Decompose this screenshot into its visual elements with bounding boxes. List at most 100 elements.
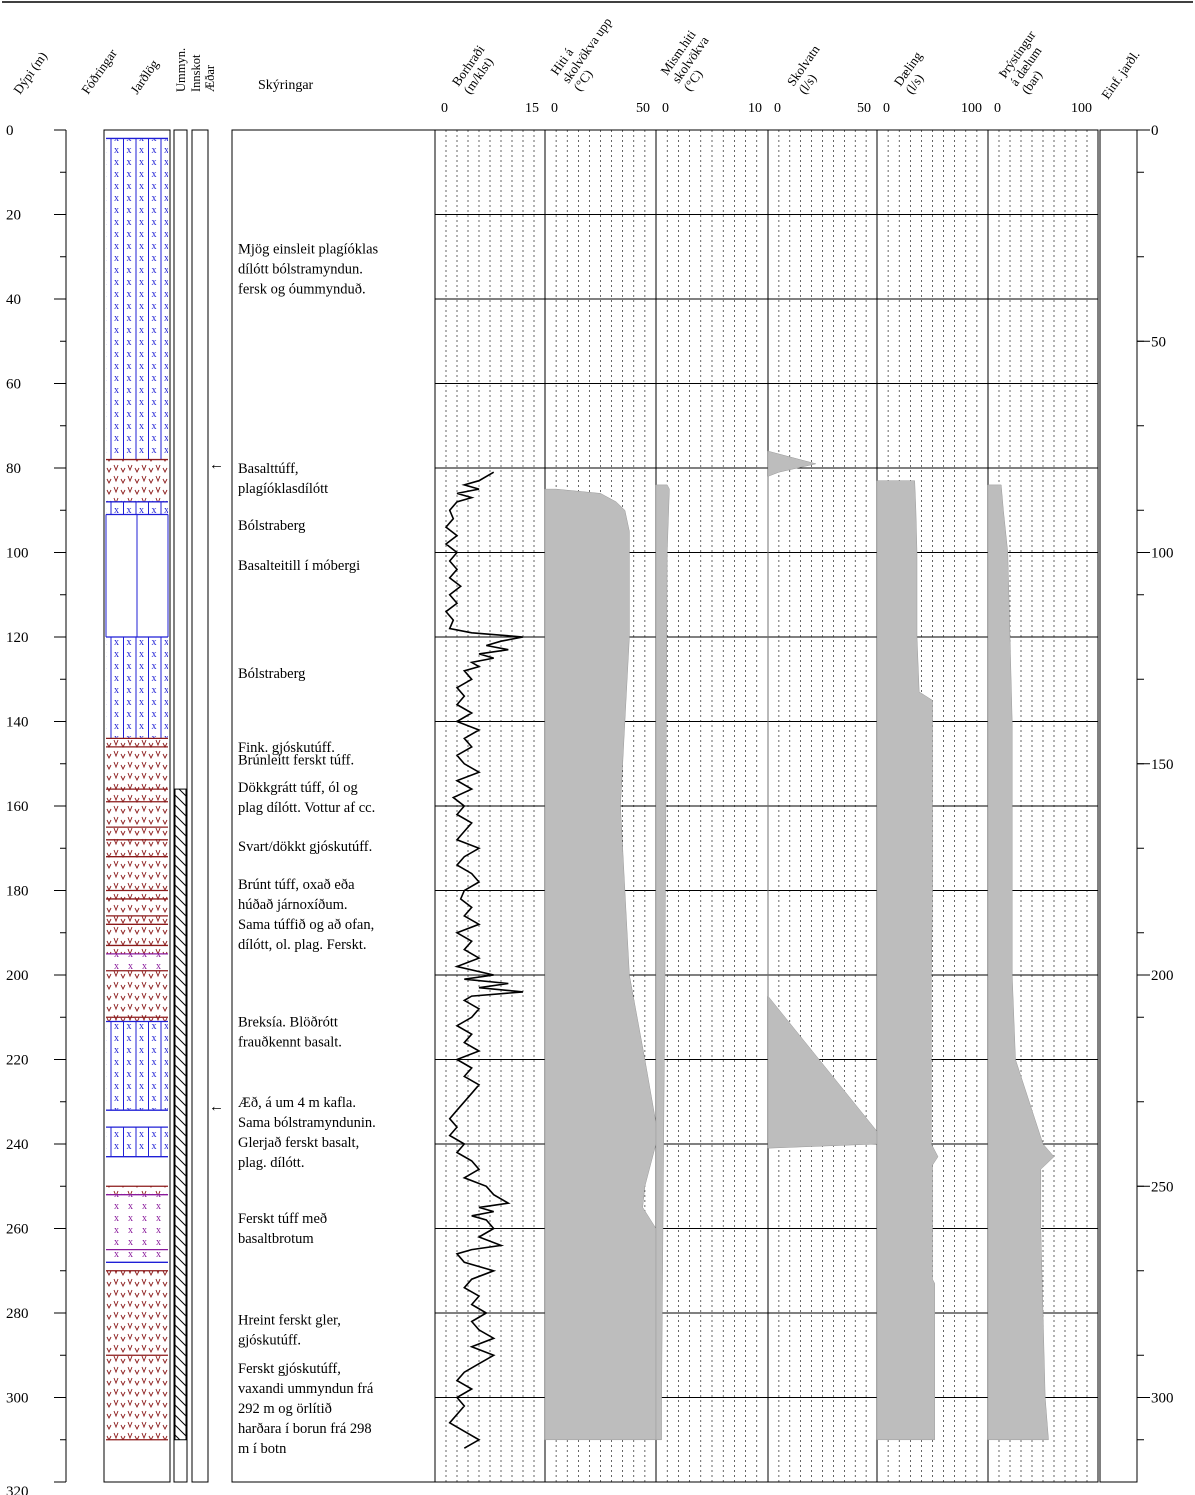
simpl-tick-label: 150 [1151,757,1174,773]
simpl-tick-label: 200 [1151,968,1174,984]
temp-diff-area [655,484,670,1441]
header-casing: Fóðringar [78,46,120,97]
depth-tick-label: 140 [6,715,29,731]
description-line: Dökkgrátt túff, ól og [238,780,358,796]
lithology-layer-tuff [106,801,168,828]
header-depth: Dýpi (m) [10,49,50,97]
header-vertical-text: Ummyn. [174,48,188,92]
header-depth-text: Dýpi (m) [10,49,50,97]
pressure-area [987,484,1055,1441]
geology-column [103,129,171,1483]
lithology-layer-tuff [106,970,168,1018]
vein-arrow: ← [209,457,224,473]
simpl-tick-label: 0 [1151,123,1159,139]
description-line: vaxandi ummyndun frá [238,1381,374,1397]
flush-area [767,450,878,1149]
lithology-layer-basalt [106,1021,168,1111]
description-line: Basalttúff, [238,461,299,477]
depth-tick-label: 180 [6,884,29,900]
pressure-scale-min: 0 [994,101,1001,116]
pump-area [876,480,939,1441]
lithology-layer-glass [106,953,168,971]
simpl-tick-label: 100 [1151,546,1174,562]
description-line: m í botn [238,1441,287,1457]
description-line: plag dílótt. Vottur af cc. [238,800,375,816]
header-drill-rate: Borhraði(m/klst) [449,42,496,97]
lithology-layer-tuff [106,746,168,790]
header-pump: Dæling(l/s) [891,48,927,96]
lithology-layer-basalt [106,501,168,515]
description-line: Fink. gjóskutúff. [238,740,335,756]
lithology-layer-tuff [106,827,168,840]
description-line: basaltbrotum [238,1231,314,1247]
depth-tick-label: 160 [6,799,29,815]
depth-tick-label: 120 [6,630,29,646]
veins-column [191,129,209,1483]
drill-rate-line [444,471,524,1449]
description-line: 292 m og örlítið [238,1401,332,1417]
header-description: Skýringar [258,78,314,93]
description-line: Basalteitill í móbergi [238,558,360,574]
description-line: Glerjað ferskt basalt, [238,1135,359,1151]
description-line: Sama bólstramyndunin. [238,1115,376,1131]
simpl-tick-label: 300 [1151,1391,1174,1407]
depth-tick-label: 0 [6,123,14,139]
description-line: Brúnleitt ferskt túff. [238,753,354,769]
lithology-layer-glass [106,1194,168,1250]
lithology-layer-basalt [106,637,168,739]
lithology-layer-tuff [106,1017,168,1022]
description-line: Breksía. Blöðrótt [238,1014,338,1030]
temp-up-scale-min: 0 [551,101,558,116]
header-vertical-text: Æðar [203,64,217,92]
description-line: fersk og óummynduð. [238,281,366,297]
description-line: Hreint ferskt gler, [238,1312,341,1328]
description-line: Sama túffið og að ofan, [238,917,374,933]
drill-rate-scale-min: 0 [441,101,448,116]
header-simplified-text: Einf. jarðl. [1098,47,1142,101]
depth-tick-label: 20 [6,208,21,224]
description-line: Mjög einsleit plagíóklas [238,241,379,257]
depth-tick-label: 40 [6,292,21,308]
lithology-layer-basalt [106,138,168,460]
description-line: Ferskt gjóskutúff, [238,1361,341,1377]
lithology-layer-tuff [106,1355,168,1440]
header-geology: Jarðlög [127,56,162,96]
temp-up-scale-max: 50 [636,101,650,116]
pressure-scale-max: 100 [1071,101,1092,116]
description-line: Æð, á um 4 m kafla. [238,1095,356,1111]
flush-scale-max: 50 [857,101,871,116]
alteration-column [173,129,188,1483]
temp-diff-scale-max: 10 [748,101,762,116]
lithology-layer-basalt [106,1127,168,1157]
lithology-layer-tuff [106,890,168,899]
description-line: harðara í borun frá 298 [238,1421,372,1437]
description-line: Bólstraberg [238,518,305,534]
simpl-tick-label: 50 [1151,334,1166,350]
simpl-tick-label: 250 [1151,1179,1174,1195]
lithology-layer-tuff [106,1270,168,1356]
pump-scale-max: 100 [961,101,982,116]
lithology-layer-tuff [106,738,168,747]
header-vertical-text: Innskot [189,54,203,92]
header-casing-text: Fóðringar [78,46,120,97]
depth-tick-label: 60 [6,377,21,393]
lithology-layer-tuff [106,915,168,925]
description-line: Svart/dökkt gjóskutúff. [238,839,372,855]
depth-tick-label: 240 [6,1137,29,1153]
vein-arrow: ← [209,1099,224,1115]
description-line: plagíóklasdílótt [238,481,328,497]
depth-tick-label: 220 [6,1053,29,1069]
header-vertical-group: Ummyn. Innskot Æðar [174,48,217,92]
lithology-layer-tuff [106,898,168,916]
temp-up-area [544,488,657,1441]
depth-tick-label: 320 [6,1484,29,1495]
series-layer [444,450,1055,1449]
lithology-layer-tuff [106,839,168,857]
geology-layer [105,137,187,1441]
description-line: plag. dílótt. [238,1155,304,1171]
lithology-layer-tuff [106,789,168,802]
